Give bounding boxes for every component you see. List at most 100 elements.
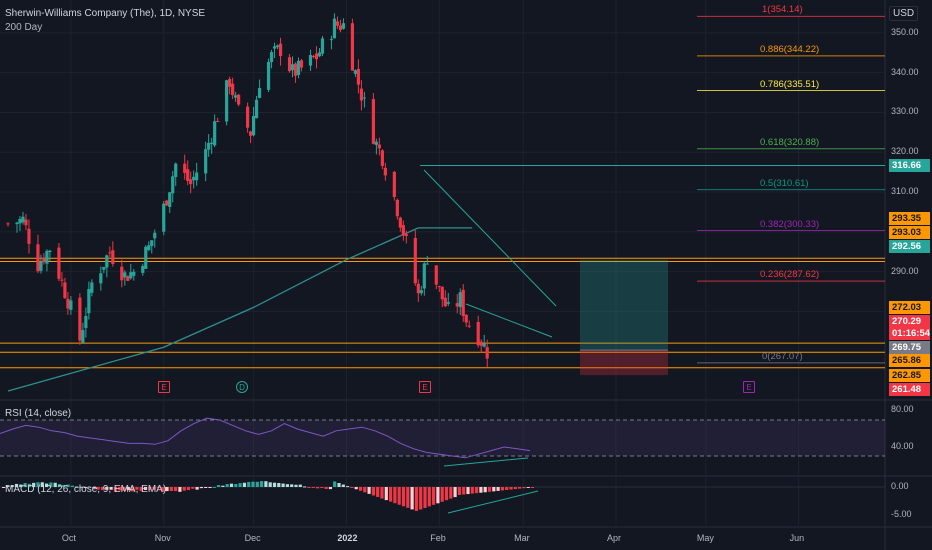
rsi-tick-label: 40.00 [891,441,914,451]
fib-level-label: 0.5(310.61) [760,177,809,189]
horizontal-levels [0,165,885,369]
macd-hist-bar [2,487,6,488]
candle-body [401,225,405,236]
macd-hist-bar [315,487,320,489]
macd-hist-bar [131,487,135,492]
rsi-legend[interactable]: RSI (14, close) [5,408,72,419]
macd-hist-bar [389,487,393,502]
macd-hist-bar [27,483,31,487]
candle-body [311,55,316,57]
candle-body [272,46,277,49]
event-marker[interactable]: E [158,381,170,393]
candle-body [476,321,480,346]
candle-body [422,263,426,289]
macd-hist-bar [186,487,191,491]
fib-level-label: 1(354.14) [762,4,803,16]
macd-hist-bar [169,487,173,491]
macd-hist-bar [475,487,479,494]
macd-hist-bar [208,487,212,488]
macd-hist-bar [251,481,255,487]
macd-hist-bar [358,487,363,491]
rsi-tick-label: 80.00 [891,404,914,414]
macd-hist-bar [191,487,195,489]
macd-hist-bar [83,487,87,488]
candle-body [15,222,19,225]
macd-hist-bar [268,482,272,487]
macd-hist-bar [143,487,148,490]
candle-body [443,297,447,307]
candle-body [308,55,313,66]
macd-hist-bar [255,481,259,487]
candle-body [126,276,130,281]
candle-body [485,347,489,359]
trendline-lower [465,303,553,338]
price-tag: 269.75 [889,341,930,354]
candle-body [287,57,292,72]
fib-level-label: 0.382(300.33) [760,218,820,230]
candle-body [57,247,61,279]
price-tag: 316.66 [889,159,930,172]
candle-body [251,115,256,136]
candle-body [69,300,73,310]
rsi-line [0,417,531,459]
fib-level-label: 0(267.07) [762,350,803,362]
macd-hist-bar [432,487,436,505]
macd-hist-bar [14,483,19,487]
candle-body [237,94,241,105]
candle-body [458,292,462,308]
candle-body [111,250,115,264]
candle-body [147,245,151,251]
macd-hist-bar [229,483,234,487]
macd-hist-bar [380,487,384,499]
candle-body [269,52,274,63]
candle-body [377,144,381,149]
candle-body [207,142,211,150]
candle-body [48,250,52,252]
price-tick-label: 290.00 [891,265,919,276]
candle-body [27,228,31,244]
event-marker[interactable]: E [743,381,755,393]
macd-hist-bar [397,487,401,505]
macd-hist-bar [70,485,74,487]
candle-body [90,282,94,293]
macd-hist-bar [139,487,143,492]
macd-hist-bar [285,484,289,487]
candle-body [341,23,346,29]
candle-body [171,176,175,194]
candle-body [464,314,468,323]
macd-hist-bar [45,483,49,487]
macd-hist-bar [66,484,70,487]
price-tag: 293.35 [889,212,930,225]
macd-hist-bar [92,487,96,489]
macd-hist-bar [234,483,238,487]
macd-hist-bar [406,487,410,508]
macd-hist-bar [320,487,324,488]
time-tick-label: May [696,533,714,543]
macd-hist-bar [238,483,242,487]
macd-hist-bar [126,487,130,491]
candle-body [374,141,378,145]
ma-indicator-label[interactable]: 200 Day [5,22,43,33]
macd-hist-bar [122,487,126,491]
event-marker[interactable]: D [236,381,248,393]
candle-body [437,286,441,288]
macd-hist-bar [182,487,186,491]
macd-hist-bar [294,484,298,487]
candle-body [290,64,295,71]
candle-body [425,263,429,265]
candle-body [350,23,355,71]
macd-hist-bar [307,487,311,488]
macd-hist-bar [10,485,14,487]
symbol-title[interactable]: Sherwin-Williams Company (The), 1D, NYSE [5,8,206,19]
candle-body [153,232,157,239]
macd-hist-bar [178,487,182,492]
macd-legend[interactable]: MACD (12, 26, close, 9, EMA, EMA) [5,484,167,495]
candle-body [21,216,25,223]
candle-body [467,325,471,327]
macd-hist-bar [444,487,449,501]
candle-body [108,252,112,254]
currency-button[interactable]: USD [889,6,919,21]
event-marker[interactable]: E [419,381,431,393]
